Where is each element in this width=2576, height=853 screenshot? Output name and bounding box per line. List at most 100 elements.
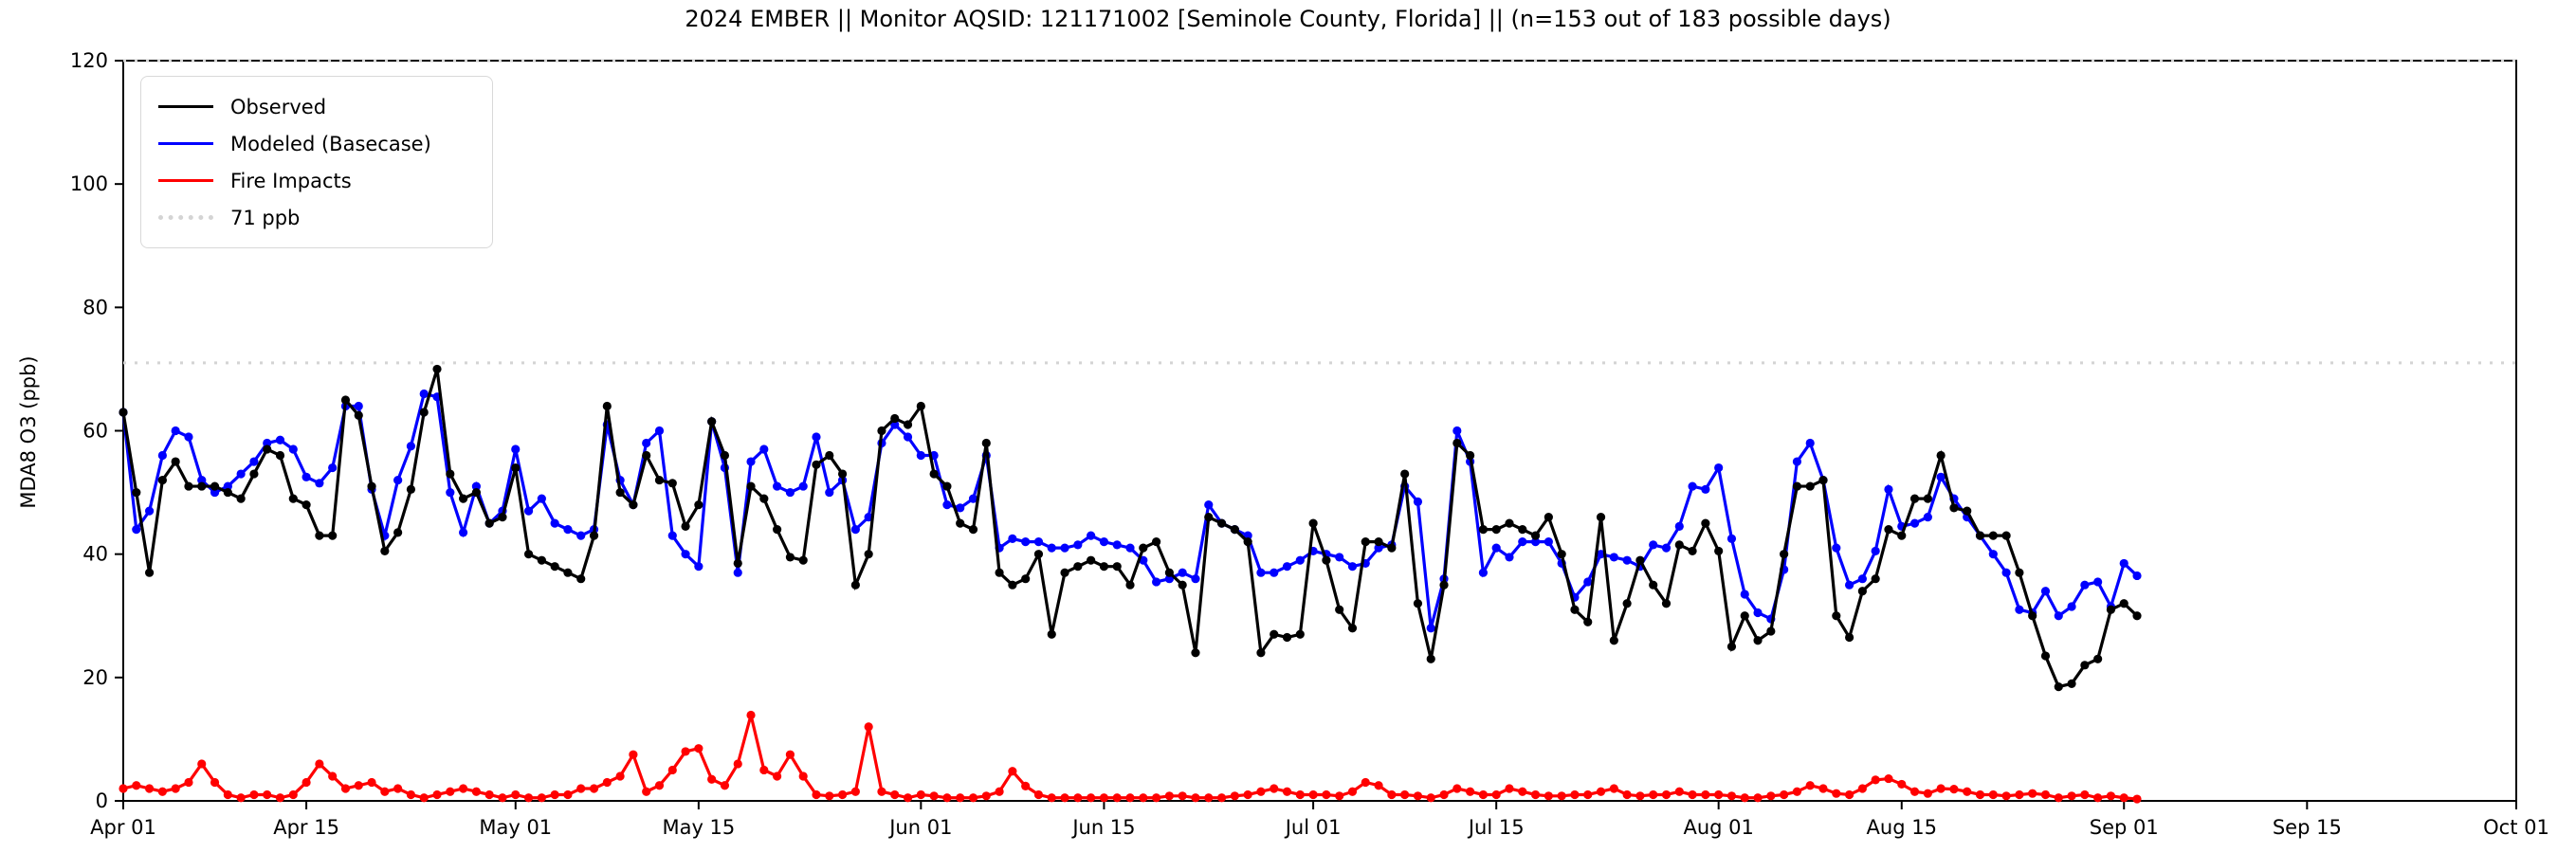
data-point [1087,531,1096,540]
data-point [1897,779,1907,789]
data-point [459,784,468,793]
data-point [812,460,821,469]
data-point [667,765,677,775]
data-point [1635,791,1645,801]
fire-impacts-series[interactable] [119,710,2142,804]
data-point [1714,546,1724,556]
data-point [1243,537,1252,547]
data-point [1282,632,1292,643]
legend-label: Modeled (Basecase) [230,132,431,155]
data-point [707,417,717,426]
observed-series[interactable] [119,364,2142,692]
data-point [1661,599,1672,608]
data-point [523,793,534,803]
data-point [171,426,180,436]
data-point [1871,574,1880,584]
data-point [459,494,468,503]
data-point [1426,624,1435,633]
data-point [968,525,978,535]
data-point [1701,484,1710,494]
data-point [328,463,338,473]
data-point [2132,611,2142,621]
data-point [1400,469,1410,479]
data-point [132,487,141,498]
data-point [301,472,311,481]
data-point [511,445,521,454]
fire-line-swatch [158,179,213,182]
data-point [1805,438,1815,448]
data-point [746,710,756,720]
data-point [837,469,848,479]
data-point [1844,789,1854,800]
legend-item-fire[interactable]: Fire Impacts [158,162,475,199]
data-point [785,553,795,562]
data-point [1452,784,1462,793]
x-tick-label: Aug 15 [1867,816,1937,839]
data-point [523,506,534,516]
data-point [2028,611,2037,621]
legend-item-threshold[interactable]: 71 ppb [158,199,475,236]
y-tick-label: 0 [96,789,108,812]
data-point [654,426,665,436]
data-point [1413,791,1423,801]
data-point [1087,793,1096,803]
data-point [615,771,625,781]
x-tick-label: Aug 01 [1683,816,1753,839]
legend-item-observed[interactable]: Observed [158,88,475,125]
data-point [1701,789,1710,800]
data-point [1688,546,1697,556]
data-point [1322,789,1331,800]
data-point [459,528,468,537]
data-point [1452,426,1462,436]
data-point [707,774,717,784]
data-point [315,479,324,488]
data-point [1191,574,1200,584]
data-point [681,521,690,531]
data-point [1544,513,1553,522]
data-point [263,438,272,448]
data-point [1413,497,1423,506]
data-point [589,784,599,793]
data-point [1832,611,1841,621]
data-point [144,784,155,793]
data-point [354,401,363,411]
data-point [1021,781,1031,790]
data-point [432,364,442,374]
data-point [210,481,220,491]
data-point [1151,793,1161,803]
data-point [968,793,978,803]
data-point [956,793,965,803]
data-point [340,784,351,793]
data-point [1387,789,1397,800]
data-point [1060,793,1069,803]
legend-item-modeled[interactable]: Modeled (Basecase) [158,125,475,162]
data-point [471,481,481,491]
data-point [1753,793,1763,803]
legend-box: Observed Modeled (Basecase) Fire Impacts… [140,76,493,248]
data-point [850,580,860,590]
data-point [1780,550,1789,559]
data-point [1230,791,1239,801]
data-point [1033,789,1044,800]
data-point [615,487,625,498]
data-point [1491,789,1501,800]
data-point [1714,789,1724,800]
data-point [864,722,873,732]
data-point [1570,605,1580,614]
data-point [249,469,259,479]
data-point [144,506,155,516]
data-point [1988,789,1998,800]
data-point [1609,784,1618,793]
data-point [511,463,521,473]
data-point [1125,793,1135,803]
data-point [1270,784,1279,793]
x-tick-label: May 15 [662,816,735,839]
data-point [1909,787,1920,796]
data-point [2015,789,2024,800]
chart-title: 2024 EMBER || Monitor AQSID: 121171002 [… [685,6,1891,32]
data-point [1191,793,1200,803]
y-tick-label: 40 [82,543,108,566]
data-point [197,759,207,769]
